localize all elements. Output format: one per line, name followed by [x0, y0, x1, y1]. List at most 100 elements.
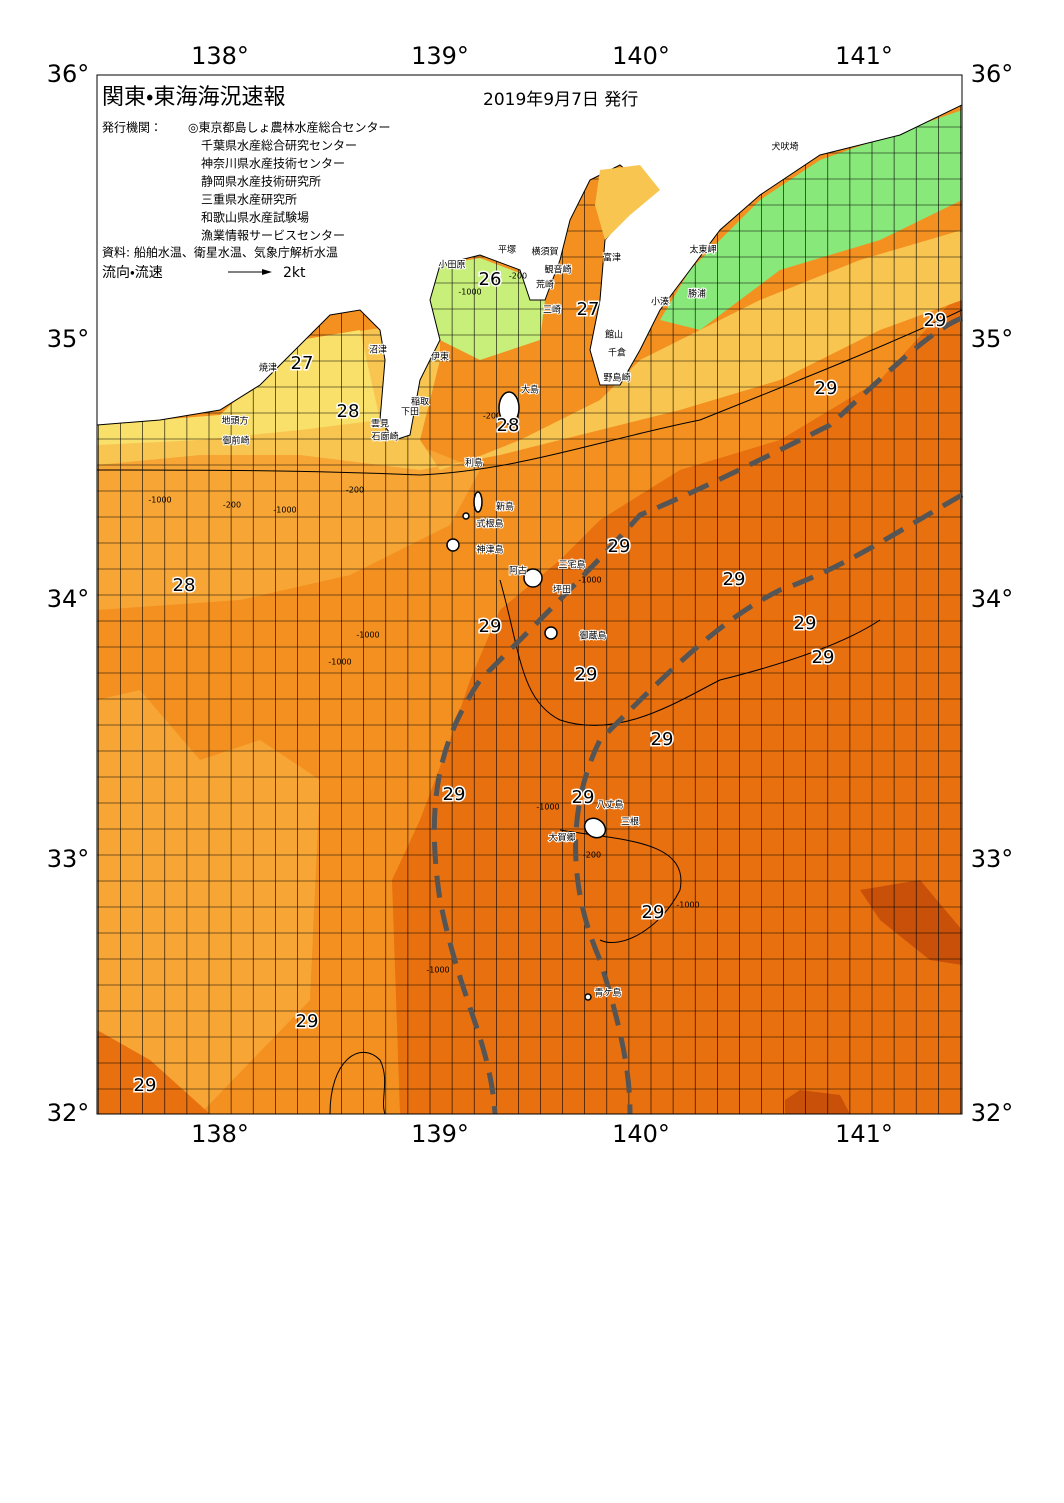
island	[523, 568, 543, 588]
place-name: 三宅島	[558, 559, 585, 571]
depth-label: -1000	[676, 901, 699, 910]
map-frame	[96, 74, 963, 1115]
temperature-label: 29	[296, 1011, 319, 1032]
current-path	[431, 315, 963, 1115]
kuroshio	[431, 315, 964, 1115]
lon-label-bottom: 139°	[411, 1120, 469, 1148]
temperature-label: 29	[479, 616, 502, 637]
temperature-label: 29	[815, 378, 838, 399]
place-name: 勝浦	[688, 288, 706, 300]
island	[498, 391, 520, 425]
legend-label: 流向・流速	[102, 265, 163, 281]
sea-light-west	[97, 440, 480, 610]
sea-coastal-yellow-inner	[97, 330, 380, 445]
place-name: 神津島	[476, 544, 503, 556]
sea-warm-west-patch	[97, 1030, 210, 1114]
sea-light-southwest	[97, 690, 320, 1114]
temperature-label: 29	[651, 729, 674, 750]
lat-label-right: 36°	[971, 60, 1014, 88]
place-name: 小湊	[651, 296, 669, 308]
lat-label-right: 32°	[971, 1099, 1014, 1127]
temperature-label: 29	[575, 664, 598, 685]
source: 資料: 船舶水温、衛星水温、気象庁解析水温	[102, 245, 338, 260]
place-name: 沼津	[369, 345, 387, 356]
depth-label: -200	[583, 851, 601, 860]
lat-label-left: 34°	[47, 585, 90, 613]
depth-label: -200	[223, 501, 241, 510]
depth-label: -1000	[148, 496, 171, 505]
lon-label-top: 138°	[191, 42, 249, 70]
island	[446, 538, 460, 552]
temperature-label: 29	[924, 310, 947, 331]
temperature-label: 29	[572, 787, 595, 808]
place-name: 下田	[401, 407, 419, 418]
lon-label-top: 140°	[612, 42, 670, 70]
place-name: 焼津	[259, 363, 277, 374]
depth-label: -200	[346, 486, 364, 495]
isotherm	[97, 309, 962, 476]
place-name: 平塚	[498, 245, 516, 256]
issuer: 神奈川県水産技術センター	[201, 156, 345, 171]
depth-label: -1000	[328, 658, 351, 667]
lon-label-bottom: 138°	[191, 1120, 249, 1148]
legend-speed: 2kt	[283, 265, 306, 281]
place-name: 犬吠埼	[771, 141, 798, 153]
island	[476, 460, 484, 468]
island	[583, 817, 607, 839]
isotherms	[97, 309, 962, 1114]
depth-label: -1000	[356, 631, 379, 640]
issue-date: 2019年9月7日 発行	[483, 90, 638, 110]
depth-label: -1000	[536, 803, 559, 812]
legend-arrowhead	[262, 269, 272, 275]
temperature-label: 29	[723, 569, 746, 590]
land-mass	[97, 75, 962, 441]
temperature-label: 27	[577, 299, 600, 320]
place-name: 荒崎	[536, 279, 554, 291]
place-name: 三根	[621, 816, 639, 828]
place-name: 太東岬	[689, 244, 716, 256]
temperature-label: 29	[443, 784, 466, 805]
temperature-label: 27	[291, 353, 314, 374]
place-name: 伊東	[431, 351, 449, 363]
issuer: 漁業情報サービスセンター	[201, 229, 345, 243]
temperature-label: 26	[479, 269, 502, 290]
depth-label: -200	[483, 412, 501, 421]
islands	[446, 391, 607, 1001]
lat-label-left: 33°	[47, 845, 90, 873]
temperature-label: 29	[608, 536, 631, 557]
sea-warmest-south	[785, 1090, 850, 1114]
issuer: 和歌山県水産試験場	[201, 210, 309, 225]
island	[462, 512, 470, 520]
tokyo-bay-yellow	[595, 165, 660, 240]
issuer: 千葉県水産総合研究センター	[201, 138, 357, 153]
place-name: 千倉	[608, 348, 626, 359]
lat-label-left: 35°	[47, 325, 90, 353]
place-name: 雲見	[371, 419, 389, 430]
place-name: 御前崎	[222, 435, 249, 447]
place-name: 坪田	[553, 585, 571, 596]
issuers-label: 発行機関：	[102, 121, 162, 135]
lat-label-right: 33°	[971, 845, 1014, 873]
depth-label: -200	[509, 272, 527, 281]
place-name: 三崎	[543, 304, 561, 316]
land	[97, 75, 962, 441]
depth-label: -1000	[426, 966, 449, 975]
place-name: 観音崎	[544, 264, 571, 276]
place-name: 青ケ島	[594, 987, 621, 999]
island	[584, 993, 592, 1001]
issuer: 三重県水産研究所	[201, 193, 297, 207]
isotherm	[499, 579, 881, 726]
sea-cool-boso	[660, 110, 962, 330]
lon-label-bottom: 140°	[612, 1120, 670, 1148]
title: 関東・東海海況速報	[102, 85, 285, 110]
temperature-label: 29	[642, 902, 665, 923]
place-name: 利島	[465, 457, 483, 469]
temperature-label: 28	[497, 415, 520, 436]
island	[544, 626, 558, 640]
place-name: 新島	[496, 501, 514, 513]
issuer: ◎東京都島しょ農林水産総合センター	[188, 120, 390, 135]
place-name: 阿古	[509, 565, 527, 577]
place-name: 稲取	[411, 396, 429, 408]
island	[473, 491, 483, 513]
